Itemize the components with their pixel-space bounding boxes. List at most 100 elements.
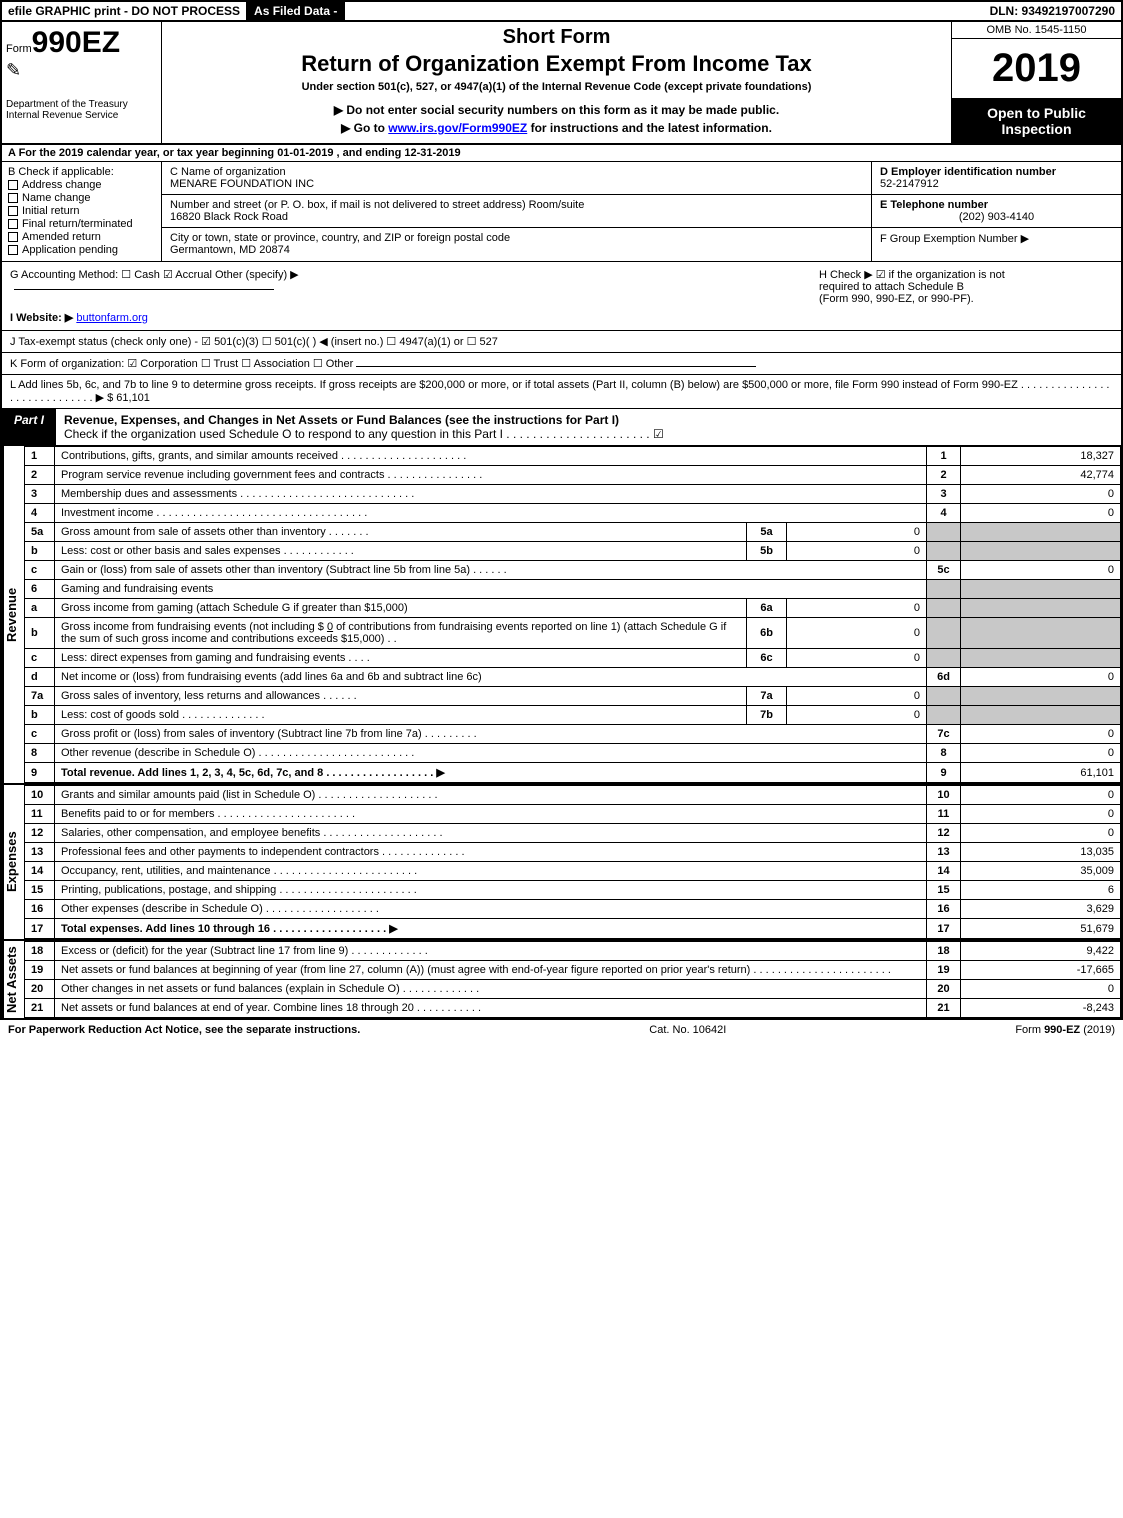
revenue-side-label: Revenue	[2, 446, 24, 783]
page-footer: For Paperwork Reduction Act Notice, see …	[0, 1020, 1123, 1040]
expenses-table: 10Grants and similar amounts paid (list …	[24, 785, 1121, 939]
row-6b: bGross income from fundraising events (n…	[25, 618, 1121, 649]
part1-check: Check if the organization used Schedule …	[64, 427, 664, 441]
org-addr-label: Number and street (or P. O. box, if mail…	[170, 199, 863, 211]
row-20: 20Other changes in net assets or fund ba…	[25, 980, 1121, 999]
website-link[interactable]: buttonfarm.org	[76, 312, 148, 324]
box-d: D Employer identification number 52-2147…	[871, 162, 1121, 261]
row-16: 16Other expenses (describe in Schedule O…	[25, 900, 1121, 919]
box-b-header: B Check if applicable:	[8, 166, 155, 178]
dln-label: DLN: 93492197007290	[984, 2, 1121, 20]
row-5b: bLess: cost or other basis and sales exp…	[25, 542, 1121, 561]
org-city-label: City or town, state or province, country…	[170, 232, 863, 244]
row-8: 8Other revenue (describe in Schedule O) …	[25, 744, 1121, 763]
group-exemption-cell: F Group Exemption Number ▶	[872, 228, 1121, 249]
open-public-box: Open to Public Inspection	[952, 99, 1121, 143]
website-label: I Website: ▶	[10, 312, 73, 324]
row-15: 15Printing, publications, postage, and s…	[25, 881, 1121, 900]
org-addr-cell: Number and street (or P. O. box, if mail…	[162, 195, 871, 228]
line-g: G Accounting Method: ☐ Cash ☑ Accrual Ot…	[2, 262, 811, 330]
row-4: 4Investment income . . . . . . . . . . .…	[25, 504, 1121, 523]
org-name-label: C Name of organization	[170, 166, 863, 178]
org-name-value: MENARE FOUNDATION INC	[170, 178, 863, 190]
return-title: Return of Organization Exempt From Incom…	[170, 51, 943, 77]
goto-post: for instructions and the latest informat…	[527, 121, 772, 135]
form-number: 990EZ	[32, 26, 120, 59]
tel-label: E Telephone number	[880, 199, 988, 211]
row-19: 19Net assets or fund balances at beginni…	[25, 961, 1121, 980]
line-gh: G Accounting Method: ☐ Cash ☑ Accrual Ot…	[2, 262, 1121, 331]
line-j: J Tax-exempt status (check only one) - ☑…	[2, 331, 1121, 353]
row-9: 9Total revenue. Add lines 1, 2, 3, 4, 5c…	[25, 763, 1121, 783]
goto-link[interactable]: www.irs.gov/Form990EZ	[388, 121, 527, 135]
top-left: efile GRAPHIC print - DO NOT PROCESS As …	[2, 2, 345, 20]
netassets-side-label: Net Assets	[2, 941, 24, 1018]
row-10: 10Grants and similar amounts paid (list …	[25, 786, 1121, 805]
line-h: H Check ▶ ☑ if the organization is not r…	[811, 262, 1121, 330]
part1-header: Part I Revenue, Expenses, and Changes in…	[2, 409, 1121, 446]
line-l-value: 61,101	[113, 392, 150, 404]
chk-application-pending[interactable]: Application pending	[8, 244, 155, 256]
line-h-1: H Check ▶ ☑ if the organization is not	[819, 268, 1113, 281]
footer-left: For Paperwork Reduction Act Notice, see …	[8, 1024, 360, 1036]
part1-tab: Part I	[2, 409, 56, 445]
expenses-block: Expenses 10Grants and similar amounts pa…	[2, 783, 1121, 939]
row-5c: cGain or (loss) from sale of assets othe…	[25, 561, 1121, 580]
footer-mid: Cat. No. 10642I	[649, 1024, 726, 1036]
header-left: Form990EZ ✎ Department of the Treasury I…	[2, 22, 162, 143]
chk-name-change[interactable]: Name change	[8, 192, 155, 204]
footer-right: Form 990-EZ (2019)	[1015, 1024, 1115, 1036]
open-line1: Open to Public	[956, 105, 1117, 121]
tel-cell: E Telephone number (202) 903-4140	[872, 195, 1121, 228]
row-17: 17Total expenses. Add lines 10 through 1…	[25, 919, 1121, 939]
line-l: L Add lines 5b, 6c, and 7b to line 9 to …	[2, 375, 1121, 409]
chk-amended-return[interactable]: Amended return	[8, 231, 155, 243]
row-11: 11Benefits paid to or for members . . . …	[25, 805, 1121, 824]
header-mid: Short Form Return of Organization Exempt…	[162, 22, 951, 143]
netassets-table: 18Excess or (deficit) for the year (Subt…	[24, 941, 1121, 1018]
org-addr-value: 16820 Black Rock Road	[170, 211, 863, 223]
efile-label: efile GRAPHIC print - DO NOT PROCESS	[2, 2, 246, 20]
chk-initial-return[interactable]: Initial return	[8, 205, 155, 217]
line-k-blank	[356, 366, 756, 367]
line-h-2: required to attach Schedule B	[819, 281, 1113, 293]
row-3: 3Membership dues and assessments . . . .…	[25, 485, 1121, 504]
revenue-block: Revenue 1Contributions, gifts, grants, a…	[2, 446, 1121, 783]
line-h-3: (Form 990, 990-EZ, or 990-PF).	[819, 293, 1113, 305]
line-a-text: A For the 2019 calendar year, or tax yea…	[8, 147, 461, 159]
ein-label: D Employer identification number	[880, 166, 1056, 178]
row-5a: 5aGross amount from sale of assets other…	[25, 523, 1121, 542]
row-2: 2Program service revenue including gover…	[25, 466, 1121, 485]
short-form-label: Short Form	[170, 26, 943, 49]
line-k-text: K Form of organization: ☑ Corporation ☐ …	[10, 358, 353, 370]
row-6c: cLess: direct expenses from gaming and f…	[25, 649, 1121, 668]
part1-title: Revenue, Expenses, and Changes in Net As…	[64, 413, 619, 427]
row-7b: bLess: cost of goods sold . . . . . . . …	[25, 706, 1121, 725]
section-bcd: B Check if applicable: Address change Na…	[2, 162, 1121, 262]
row-6: 6Gaming and fundraising events	[25, 580, 1121, 599]
line-l-text: L Add lines 5b, 6c, and 7b to line 9 to …	[10, 379, 1110, 404]
top-bar: efile GRAPHIC print - DO NOT PROCESS As …	[2, 2, 1121, 22]
row-7a: 7aGross sales of inventory, less returns…	[25, 687, 1121, 706]
dept-treasury: Department of the Treasury	[6, 99, 157, 110]
chk-address-change[interactable]: Address change	[8, 179, 155, 191]
box-b: B Check if applicable: Address change Na…	[2, 162, 162, 261]
line-a: A For the 2019 calendar year, or tax yea…	[2, 145, 1121, 162]
form-page: efile GRAPHIC print - DO NOT PROCESS As …	[0, 0, 1123, 1020]
row-13: 13Professional fees and other payments t…	[25, 843, 1121, 862]
expenses-side-label: Expenses	[2, 785, 24, 939]
row-6a: aGross income from gaming (attach Schedu…	[25, 599, 1121, 618]
other-specify-line	[14, 289, 274, 290]
org-city-value: Germantown, MD 20874	[170, 244, 863, 256]
form-header: Form990EZ ✎ Department of the Treasury I…	[2, 22, 1121, 145]
line-k: K Form of organization: ☑ Corporation ☐ …	[2, 353, 1121, 375]
row-6d: dNet income or (loss) from fundraising e…	[25, 668, 1121, 687]
dept-irs: Internal Revenue Service	[6, 110, 157, 121]
org-name-cell: C Name of organization MENARE FOUNDATION…	[162, 162, 871, 195]
goto-pre: ▶ Go to	[341, 121, 388, 135]
row-14: 14Occupancy, rent, utilities, and mainte…	[25, 862, 1121, 881]
group-exemption-label: F Group Exemption Number ▶	[880, 233, 1029, 245]
ein-value: 52-2147912	[880, 178, 939, 190]
chk-final-return[interactable]: Final return/terminated	[8, 218, 155, 230]
row-12: 12Salaries, other compensation, and empl…	[25, 824, 1121, 843]
